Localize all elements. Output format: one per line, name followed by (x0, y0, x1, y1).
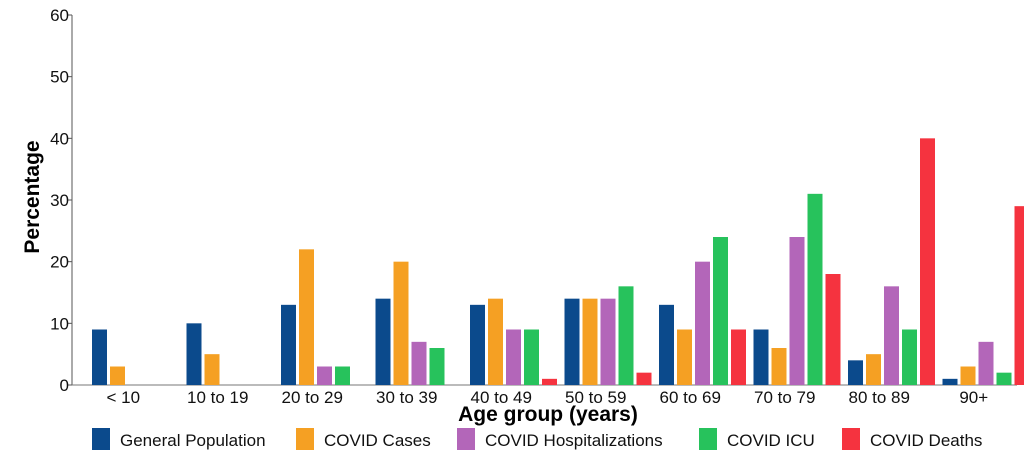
legend: General Population COVID Cases COVID Hospi… (92, 428, 982, 450)
legend-swatch (92, 428, 110, 450)
bar (376, 299, 391, 385)
bar (110, 367, 125, 386)
y-tick-label: 20 (50, 253, 69, 272)
bar (790, 237, 805, 385)
bar (979, 342, 994, 385)
legend-label: COVID Deaths (870, 431, 982, 450)
bar (866, 354, 881, 385)
bar (92, 330, 107, 386)
bar (565, 299, 580, 385)
bar (920, 138, 935, 385)
y-tick-label: 0 (60, 376, 69, 395)
x-tick-label: 70 to 79 (754, 388, 815, 407)
bar (601, 299, 616, 385)
bar (808, 194, 823, 385)
y-tick-label: 30 (50, 191, 69, 210)
y-axis: 0 10 20 30 40 50 60 (50, 6, 72, 395)
x-tick-label: 10 to 19 (187, 388, 248, 407)
bar (205, 354, 220, 385)
y-tick-label: 50 (50, 68, 69, 87)
bars (92, 138, 1024, 385)
legend-label: COVID Hospitalizations (485, 431, 663, 450)
bar (772, 348, 787, 385)
bar (317, 367, 332, 386)
bar (997, 373, 1012, 385)
bar (488, 299, 503, 385)
x-tick-label: 60 to 69 (660, 388, 721, 407)
y-tick-label: 10 (50, 314, 69, 333)
legend-swatch (699, 428, 717, 450)
x-tick-label: 30 to 39 (376, 388, 437, 407)
bar (281, 305, 296, 385)
x-axis-title: Age group (years) (458, 403, 638, 426)
bar (187, 323, 202, 385)
legend-swatch (296, 428, 314, 450)
y-tick-label: 60 (50, 6, 69, 25)
bar (754, 330, 769, 386)
bar (506, 330, 521, 386)
y-tick-label: 40 (50, 129, 69, 148)
bar (299, 249, 314, 385)
bar (1015, 206, 1024, 385)
bar (902, 330, 917, 386)
legend-label: General Population (120, 431, 266, 450)
bar (542, 379, 557, 385)
bar (826, 274, 841, 385)
bar (943, 379, 958, 385)
x-tick-label: 20 to 29 (282, 388, 343, 407)
bar (430, 348, 445, 385)
bar (961, 367, 976, 386)
bar (637, 373, 652, 385)
legend-label: COVID ICU (727, 431, 815, 450)
bar (731, 330, 746, 386)
x-tick-label: < 10 (106, 388, 140, 407)
y-axis-title: Percentage (21, 140, 44, 253)
x-tick-label: 80 to 89 (849, 388, 910, 407)
bar (619, 286, 634, 385)
legend-label: COVID Cases (324, 431, 431, 450)
legend-swatch (457, 428, 475, 450)
bar (583, 299, 598, 385)
bar (412, 342, 427, 385)
bar (884, 286, 899, 385)
bar (713, 237, 728, 385)
bar (335, 367, 350, 386)
bar (848, 360, 863, 385)
x-tick-label: 90+ (959, 388, 988, 407)
bar (695, 262, 710, 385)
legend-swatch (842, 428, 860, 450)
bar (470, 305, 485, 385)
bar (394, 262, 409, 385)
bar (677, 330, 692, 386)
bar (659, 305, 674, 385)
bar (524, 330, 539, 386)
